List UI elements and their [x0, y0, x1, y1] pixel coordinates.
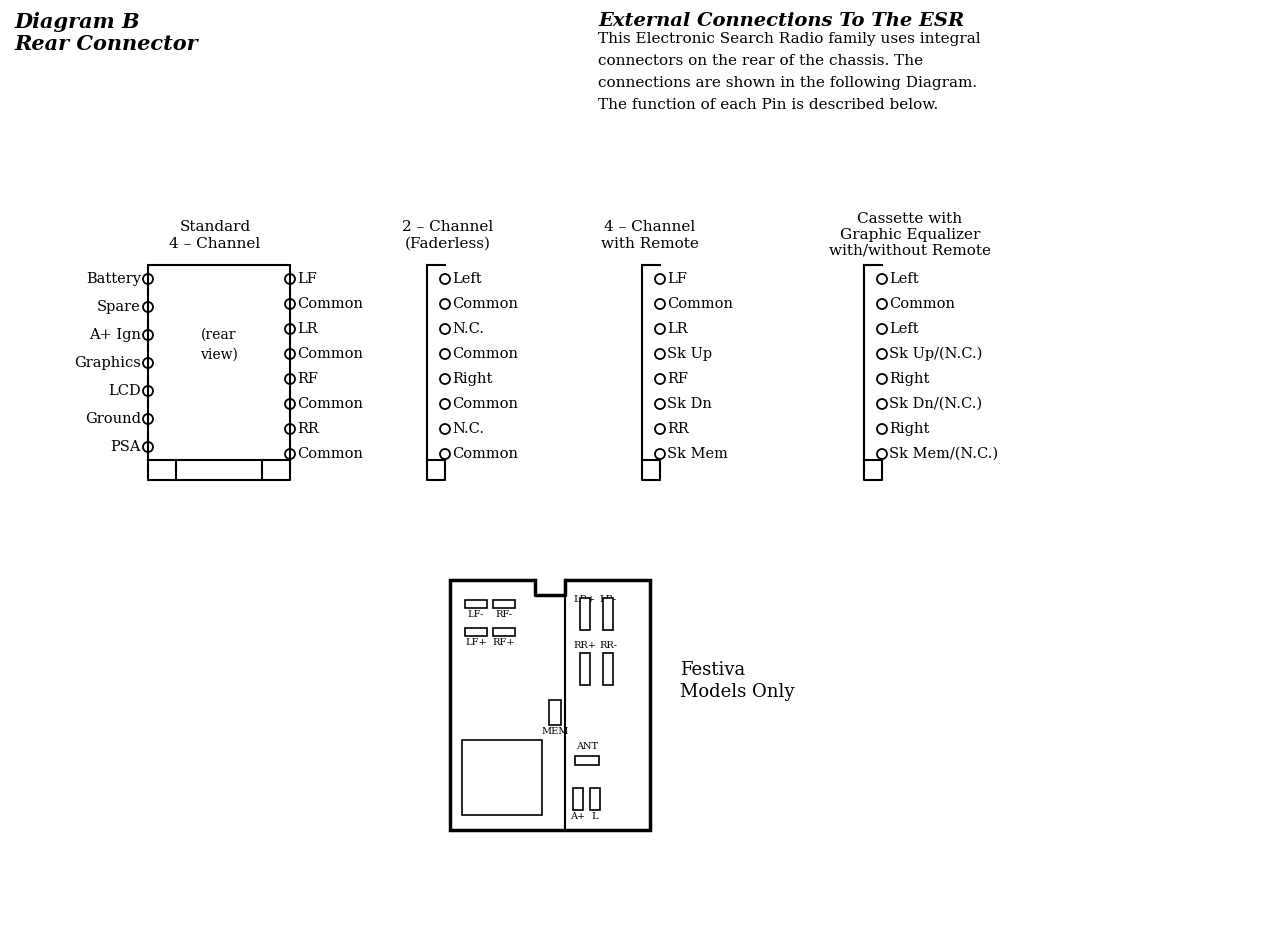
- Text: RF: RF: [667, 372, 688, 386]
- Text: Right: Right: [889, 372, 930, 386]
- Text: Sk Mem: Sk Mem: [667, 447, 728, 461]
- Text: Common: Common: [297, 397, 363, 411]
- Text: LF: LF: [297, 272, 316, 286]
- Text: Left: Left: [452, 272, 482, 286]
- Text: Common: Common: [667, 297, 733, 311]
- Text: LR: LR: [667, 322, 688, 336]
- Text: with Remote: with Remote: [601, 237, 699, 251]
- Text: N.C.: N.C.: [452, 322, 484, 336]
- Text: view): view): [200, 348, 238, 362]
- Text: A+ Ign: A+ Ign: [88, 328, 141, 342]
- Text: Common: Common: [297, 447, 363, 461]
- Bar: [462, 740, 542, 815]
- Bar: [580, 598, 591, 630]
- Text: connections are shown in the following Diagram.: connections are shown in the following D…: [598, 76, 977, 90]
- Bar: [493, 628, 515, 636]
- Text: Common: Common: [297, 297, 363, 311]
- Text: Sk Up/(N.C.): Sk Up/(N.C.): [889, 347, 983, 361]
- Text: Graphics: Graphics: [74, 356, 141, 370]
- Text: Spare: Spare: [97, 300, 141, 314]
- Text: External Connections To The ESR: External Connections To The ESR: [598, 12, 965, 30]
- Text: Left: Left: [889, 272, 918, 286]
- Text: LR-: LR-: [600, 595, 616, 604]
- Text: RF: RF: [297, 372, 318, 386]
- Text: Sk Dn: Sk Dn: [667, 397, 712, 411]
- Text: (Faderless): (Faderless): [405, 237, 491, 251]
- Text: MEM: MEM: [542, 727, 569, 736]
- Bar: [575, 756, 600, 765]
- Text: Common: Common: [452, 297, 518, 311]
- Text: The function of each Pin is described below.: The function of each Pin is described be…: [598, 98, 938, 112]
- Text: 4 – Channel: 4 – Channel: [605, 220, 696, 234]
- Text: LF+: LF+: [465, 638, 487, 647]
- Text: RF+: RF+: [493, 638, 515, 647]
- Bar: [450, 580, 649, 830]
- Text: with/without Remote: with/without Remote: [829, 244, 991, 258]
- Text: This Electronic Search Radio family uses integral: This Electronic Search Radio family uses…: [598, 32, 981, 46]
- Text: Sk Dn/(N.C.): Sk Dn/(N.C.): [889, 397, 983, 411]
- Text: Sk Up: Sk Up: [667, 347, 712, 361]
- Bar: [535, 577, 565, 595]
- Text: Right: Right: [889, 422, 930, 436]
- Bar: [603, 653, 614, 685]
- Text: (rear: (rear: [201, 328, 237, 342]
- Bar: [149, 265, 290, 460]
- Text: Standard: Standard: [179, 220, 251, 234]
- Text: Battery: Battery: [86, 272, 141, 286]
- Text: A+: A+: [570, 812, 585, 821]
- Text: Right: Right: [452, 372, 492, 386]
- Text: Diagram B: Diagram B: [14, 12, 140, 32]
- Text: RR+: RR+: [574, 641, 597, 650]
- Text: Rear Connector: Rear Connector: [14, 34, 197, 54]
- Text: Common: Common: [452, 447, 518, 461]
- Text: LR+: LR+: [574, 595, 596, 604]
- Bar: [550, 700, 561, 725]
- Text: L: L: [592, 812, 598, 821]
- Text: Common: Common: [452, 347, 518, 361]
- Text: Common: Common: [452, 397, 518, 411]
- Text: Common: Common: [889, 297, 956, 311]
- Bar: [603, 598, 614, 630]
- Text: Festiva: Festiva: [680, 661, 746, 679]
- Text: RR: RR: [297, 422, 319, 436]
- Text: LR: LR: [297, 322, 318, 336]
- Text: PSA: PSA: [110, 440, 141, 454]
- Bar: [591, 788, 600, 810]
- Text: Models Only: Models Only: [680, 683, 794, 701]
- Text: LF: LF: [667, 272, 687, 286]
- Text: Graphic Equalizer: Graphic Equalizer: [840, 228, 980, 242]
- Text: N.C.: N.C.: [452, 422, 484, 436]
- Text: Common: Common: [297, 347, 363, 361]
- Bar: [493, 600, 515, 608]
- Text: Left: Left: [889, 322, 918, 336]
- Bar: [465, 600, 487, 608]
- Text: connectors on the rear of the chassis. The: connectors on the rear of the chassis. T…: [598, 54, 924, 68]
- Text: 2 – Channel: 2 – Channel: [402, 220, 493, 234]
- Text: Cassette with: Cassette with: [857, 212, 962, 226]
- Text: RF-: RF-: [496, 610, 512, 619]
- Text: Ground: Ground: [85, 412, 141, 426]
- Text: Sk Mem/(N.C.): Sk Mem/(N.C.): [889, 447, 998, 461]
- Text: RR-: RR-: [600, 641, 617, 650]
- Bar: [580, 653, 591, 685]
- Text: LCD: LCD: [109, 384, 141, 398]
- Text: 4 – Channel: 4 – Channel: [169, 237, 260, 251]
- Text: RR: RR: [667, 422, 689, 436]
- Text: LF-: LF-: [468, 610, 484, 619]
- Bar: [465, 628, 487, 636]
- Bar: [573, 788, 583, 810]
- Text: ANT: ANT: [576, 742, 598, 751]
